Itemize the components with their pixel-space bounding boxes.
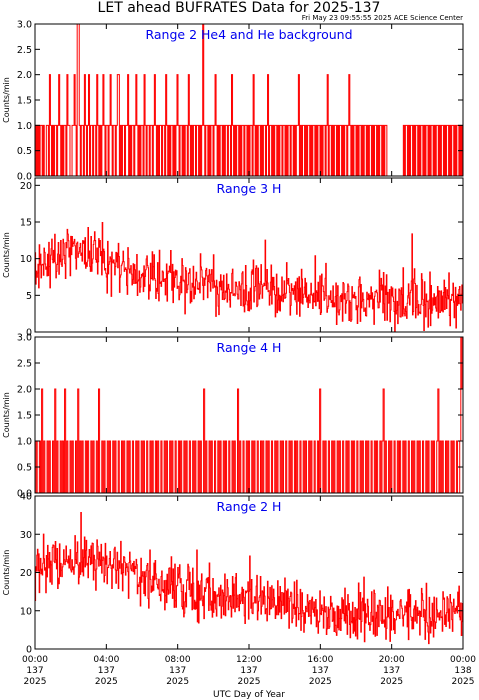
series-line-range3-h: [35, 221, 463, 332]
series-line-range2-h: [35, 511, 463, 645]
ytick-label: 15: [20, 218, 32, 229]
xtick-label: 20:00: [379, 655, 405, 665]
ytick-label: 0.0: [17, 489, 32, 500]
ytick-label: 0.0: [17, 172, 32, 183]
xtick-label: 12:00: [236, 655, 262, 665]
y-axis-label: Counts/min: [2, 550, 11, 596]
ytick-label: 3.0: [17, 333, 32, 344]
xtick-label: 2025: [238, 677, 261, 687]
panel-title: Range 4 H: [217, 340, 282, 355]
timestamp-label: Fri May 23 09:55:55 2025 ACE Science Cen…: [302, 14, 463, 22]
xtick-label: 2025: [309, 677, 332, 687]
ytick-label: 2.5: [17, 359, 32, 370]
ytick-label: 2.0: [17, 70, 32, 81]
ytick-label: 1.0: [17, 437, 32, 448]
xtick-label: 138: [454, 666, 471, 676]
panel-frame-range2-h: [34, 495, 464, 650]
ytick-label: 2.0: [17, 385, 32, 396]
xtick-label: 137: [169, 666, 186, 676]
ytick-label: 3.0: [17, 20, 32, 31]
ytick-label: 5: [26, 291, 32, 302]
ytick-label: 0: [26, 328, 32, 339]
xtick-label: 04:00: [93, 655, 119, 665]
xtick-label: 137: [240, 666, 257, 676]
ytick-label: 10: [20, 254, 32, 265]
ytick-label: 10: [20, 606, 32, 617]
xtick-label: 00:00: [22, 655, 48, 665]
xtick-label: 00:00: [450, 655, 476, 665]
xtick-label: 16:00: [307, 655, 333, 665]
chart-title: LET ahead BUFRATES Data for 2025-137: [98, 0, 381, 16]
xtick-label: 2025: [166, 677, 189, 687]
xtick-label: 137: [312, 666, 329, 676]
panel-title: Range 3 H: [217, 181, 282, 196]
x-axis-label: UTC Day of Year: [213, 690, 285, 700]
panel-range3-h: 0 5 10 15 20 Counts/min Range 3 H: [2, 177, 464, 339]
ytick-label: 0: [26, 645, 32, 656]
xtick-label: 137: [98, 666, 115, 676]
ytick-label: 20: [20, 568, 32, 579]
xtick-label: 2025: [452, 677, 475, 687]
y-axis-label: Counts/min: [2, 232, 11, 278]
x-axis: 00:00137202504:00137202508:00137202512:0…: [22, 655, 476, 687]
ytick-label: 0.5: [17, 463, 32, 474]
ytick-label: 20: [20, 181, 32, 192]
y-axis-label: Counts/min: [2, 392, 11, 438]
xtick-label: 137: [383, 666, 400, 676]
xtick-label: 08:00: [165, 655, 191, 665]
panel-title: Range 2 H: [217, 499, 282, 514]
ytick-label: 30: [20, 530, 32, 541]
panels: 0.0 0.5 1.0 1.5 2.0 2.5 3.0 Counts/min Range 2 H…: [2, 20, 464, 656]
xtick-label: 2025: [95, 677, 118, 687]
panel-range2-h: 0 10 20 30 40 Counts/min Range 2 H: [2, 492, 464, 656]
y-axis-label: Counts/min: [2, 77, 11, 123]
ytick-label: 1.5: [17, 411, 32, 422]
xtick-label: 137: [26, 666, 43, 676]
ytick-label: 0.5: [17, 146, 32, 157]
series-line-range2-he4: [35, 24, 463, 176]
ytick-label: 40: [20, 492, 32, 503]
xtick-label: 2025: [24, 677, 47, 687]
xtick-label: 2025: [380, 677, 403, 687]
ytick-label: 1.0: [17, 121, 32, 132]
panel-range4-h: 0.0 0.5 1.0 1.5 2.0 2.5 3.0 Counts/min Range 4 H: [2, 333, 464, 500]
series-line-range4-h: [35, 337, 463, 493]
panel-title: Range 2 He4 and He background: [145, 27, 352, 42]
panel-range2-he4: 0.0 0.5 1.0 1.5 2.0 2.5 3.0 Counts/min Range 2 H…: [2, 20, 464, 183]
ytick-label: 1.5: [17, 96, 32, 107]
ytick-label: 2.5: [17, 45, 32, 56]
